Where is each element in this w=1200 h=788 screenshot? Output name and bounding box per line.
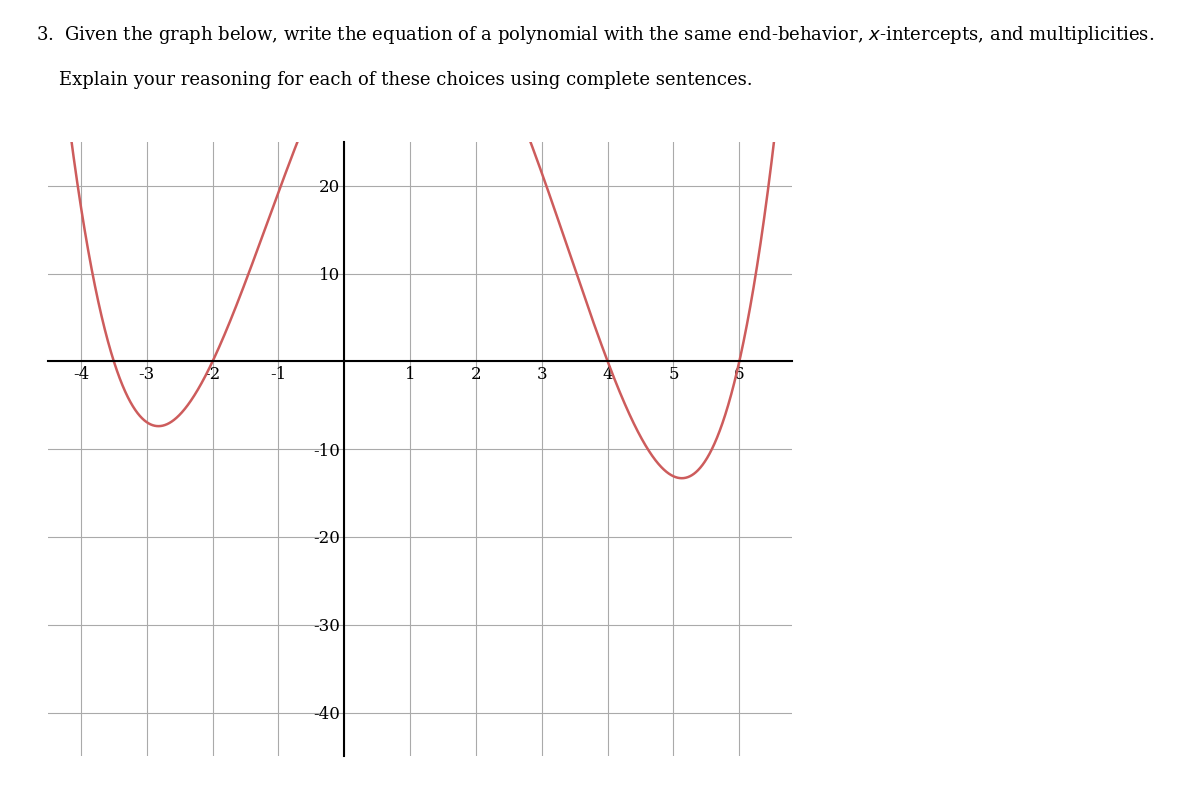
Text: Explain your reasoning for each of these choices using complete sentences.: Explain your reasoning for each of these…	[36, 71, 752, 89]
Text: 3.  Given the graph below, write the equation of a polynomial with the same end-: 3. Given the graph below, write the equa…	[36, 24, 1154, 46]
